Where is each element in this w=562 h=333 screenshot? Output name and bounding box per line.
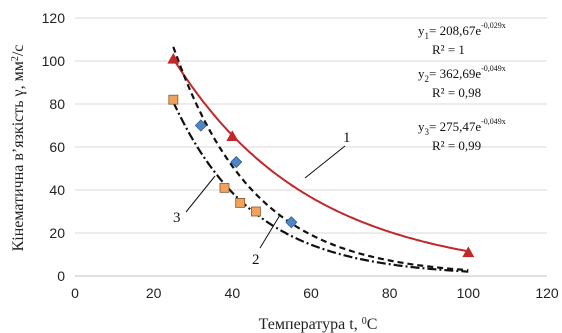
series-3-point-1 <box>168 94 179 105</box>
svg-text:R² = 0,98: R² = 0,98 <box>432 85 481 100</box>
series-3-point-3 <box>235 197 246 208</box>
tick-labels: 0 20 40 60 80 100 120 0 20 40 60 80 100 120 <box>42 10 559 301</box>
series-3-point-2 <box>219 182 230 193</box>
y-tick-label-80: 80 <box>49 96 65 112</box>
y-tick-label-120: 120 <box>42 10 66 26</box>
y-tick-label-20: 20 <box>49 225 65 241</box>
y-tick-label-100: 100 <box>42 53 66 69</box>
curve-label-2: 2 <box>252 214 281 268</box>
y-tick-label-40: 40 <box>49 182 65 198</box>
x-tick-label-80: 80 <box>382 285 398 301</box>
curve-label-3: 3 <box>173 175 216 226</box>
fit-curves <box>172 46 469 273</box>
series-1-point-2 <box>226 130 239 142</box>
equation-3: y3= 275,47e-0,049x R² = 0,99 <box>418 117 506 153</box>
y-tick-label-60: 60 <box>49 139 65 155</box>
series-1-point-3 <box>462 246 475 258</box>
x-tick-label-0: 0 <box>71 285 79 301</box>
svg-text:y1= 208,67e-0,029x: y1= 208,67e-0,029x <box>418 21 506 41</box>
svg-text:R² = 0,99: R² = 0,99 <box>432 138 481 153</box>
svg-text:y3= 275,47e-0,049x: y3= 275,47e-0,049x <box>418 117 506 137</box>
series-2-point-2 <box>230 155 243 169</box>
equation-2: y2= 362,69e-0,049x R² = 0,98 <box>418 64 506 100</box>
fit-curve-3 <box>172 101 469 273</box>
svg-text:1: 1 <box>343 130 351 146</box>
y-axis-title: Кінематична в’язкість γ, мм2/c <box>10 45 28 252</box>
data-markers <box>167 52 475 258</box>
svg-text:y2= 362,69e-0,049x: y2= 362,69e-0,049x <box>418 64 506 84</box>
svg-text:2: 2 <box>252 252 260 268</box>
svg-text:R² = 1: R² = 1 <box>432 42 465 57</box>
x-tick-label-120: 120 <box>535 285 559 301</box>
fit-curve-2 <box>172 46 469 272</box>
series-2-point-3 <box>285 216 298 229</box>
series-3-point-4 <box>251 206 261 217</box>
curve-label-1: 1 <box>304 130 351 179</box>
x-axis-title: Температура t, 0C <box>259 316 378 333</box>
gridlines <box>75 17 547 234</box>
x-tick-label-40: 40 <box>225 285 241 301</box>
svg-text:3: 3 <box>173 210 181 226</box>
fit-curve-1 <box>172 58 469 253</box>
y-tick-label-0: 0 <box>57 268 65 284</box>
x-tick-label-60: 60 <box>303 285 319 301</box>
x-tick-label-100: 100 <box>457 285 481 301</box>
series-2-point-1 <box>194 119 207 132</box>
equation-1: y1= 208,67e-0,029x R² = 1 <box>418 21 506 57</box>
x-tick-label-20: 20 <box>146 285 162 301</box>
series-1-point-1 <box>167 52 180 64</box>
